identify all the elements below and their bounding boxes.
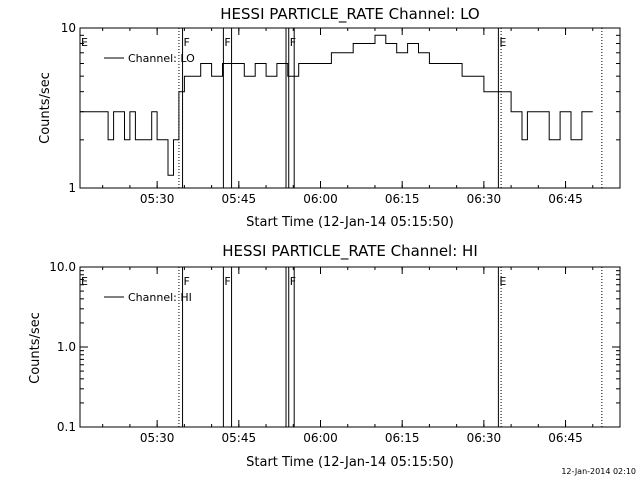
x-tick-label-lo: 06:45 bbox=[548, 192, 583, 206]
y-axis-label-hi: Counts/sec bbox=[28, 312, 43, 384]
marker-label-hi: F bbox=[224, 275, 230, 288]
chart-title-lo: HESSI PARTICLE_RATE Channel: LO bbox=[220, 5, 479, 24]
legend-label-hi: Channel: HI bbox=[128, 291, 192, 304]
x-tick-label-hi: 05:45 bbox=[222, 431, 257, 445]
x-tick-label-hi: 06:30 bbox=[467, 431, 502, 445]
x-tick-label-lo: 06:00 bbox=[303, 192, 338, 206]
marker-label-lo: F bbox=[224, 36, 230, 49]
marker-label-lo: F bbox=[184, 36, 190, 49]
marker-label-hi: F bbox=[184, 275, 190, 288]
marker-label-lo: E bbox=[499, 36, 506, 49]
x-tick-label-hi: 06:00 bbox=[303, 431, 338, 445]
x-tick-label-hi: 06:15 bbox=[385, 431, 420, 445]
series-line-lo bbox=[80, 34, 593, 176]
x-tick-label-lo: 05:45 bbox=[222, 192, 257, 206]
y-tick-label-hi: 10.0 bbox=[49, 260, 76, 274]
chart-title-hi: HESSI PARTICLE_RATE Channel: HI bbox=[222, 242, 478, 261]
footer-timestamp: 12-Jan-2014 02:10 bbox=[561, 467, 636, 476]
marker-label-hi: F bbox=[290, 275, 296, 288]
x-tick-label-hi: 05:30 bbox=[140, 431, 175, 445]
x-axis-label-lo: Start Time (12-Jan-14 05:15:50) bbox=[246, 215, 454, 230]
x-tick-label-hi: 06:45 bbox=[548, 431, 583, 445]
y-axis-label-lo: Counts/sec bbox=[38, 72, 53, 144]
y-tick-label-hi: 0.1 bbox=[57, 420, 76, 434]
marker-label-hi: E bbox=[499, 275, 506, 288]
x-tick-label-lo: 05:30 bbox=[140, 192, 175, 206]
y-tick-label-lo: 1 bbox=[68, 181, 76, 195]
x-tick-label-lo: 06:30 bbox=[467, 192, 502, 206]
y-tick-label-lo: 10 bbox=[61, 21, 76, 35]
plot-frame-lo bbox=[79, 27, 621, 189]
marker-label-lo: F bbox=[290, 36, 296, 49]
marker-label-hi: E bbox=[81, 275, 88, 288]
marker-label-lo: E bbox=[81, 36, 88, 49]
x-tick-label-lo: 06:15 bbox=[385, 192, 420, 206]
legend-label-lo: Channel: LO bbox=[128, 52, 195, 65]
x-axis-label-hi: Start Time (12-Jan-14 05:15:50) bbox=[246, 455, 454, 470]
y-tick-label-hi: 1.0 bbox=[57, 340, 76, 354]
